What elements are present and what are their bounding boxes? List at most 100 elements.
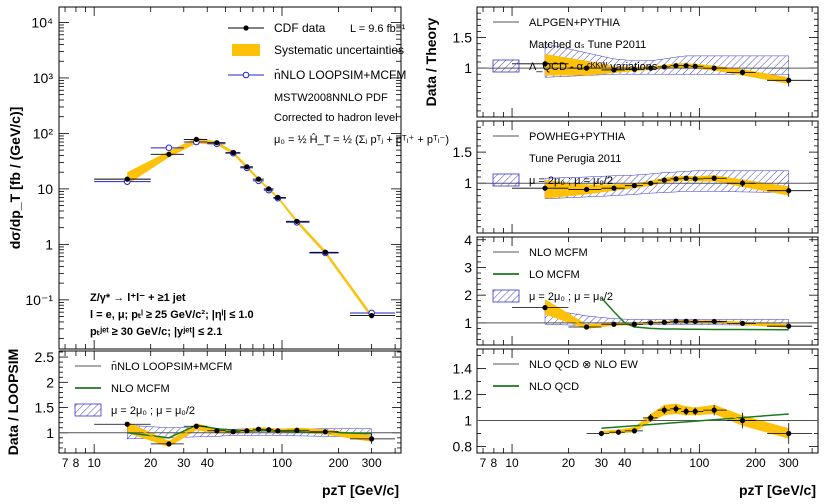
ratio_alpgen-ylabel: Data / Theory [423,17,439,106]
ratio_loopsim-xtick-label: 30 [177,456,191,470]
ratio_ew-data-point [631,428,637,434]
ratio_loopsim-legend-1-label: NLO MCFM [111,383,170,395]
legend-theory-marker [242,71,250,79]
ratio_ew-xtick-label: 40 [618,456,632,470]
ratio_mcfm-ytick-label: 3 [464,259,472,275]
ratio_ew-legend-0-label: NLO QCD ⊗ NLO EW [529,359,638,371]
ratio_powheg-data-point [611,185,617,191]
ratio_ew-ytick-label: 0.8 [453,439,473,455]
ratio_alpgen-legend-2-swatch [492,59,520,73]
ratio_loopsim-data-point [275,428,281,434]
ratio_loopsim-xtick-label: 20 [144,456,158,470]
ratio_powheg-legend-2-swatch [492,173,520,187]
main-data-point [294,218,300,224]
ratio_mcfm-legend-2-label: μ = 2μ₀ ; μ = μ₀/2 [529,291,613,303]
ratio_powheg-data-point [631,183,637,189]
ratio_ew-data-point [786,430,792,437]
legend-lumi-label: L = 9.6 fb⁻¹ [350,23,406,35]
main-ytick-label: 10³ [33,70,54,86]
ratio_alpgen-data-point [786,77,792,83]
ratio_alpgen-data-point [739,69,746,75]
ratio_mcfm-data-point [542,305,548,311]
ratio_alpgen-ytick-label: 1.5 [453,30,473,46]
ratio_powheg-data-point [739,180,746,186]
ratio_ew-xlabel: pᴢT [GeV/c] [739,482,816,498]
ratio_loopsim-data-point [294,427,300,433]
ratio_powheg-data-point [673,176,679,182]
ratio_mcfm-ytick-label: 4 [464,232,472,248]
ratio_loopsim-legend-2-label: μ = 2μ₀ ; μ = μ₀/2 [111,405,195,417]
ratio_ew-legend-1-label: NLO QCD [529,381,579,393]
ratio_powheg-data-point [661,177,667,183]
ratio_powheg-data-point [648,180,654,186]
ratio_mcfm-data-point [711,318,717,325]
ratio_mcfm-data-point [683,318,689,324]
ratio_ew-data-point [711,407,717,413]
ratio_powheg-data-point [711,175,717,181]
main-ytick-label: 10² [33,125,54,141]
annotation-line1: Z/γ* → l⁺l⁻ + ≥1 jet [90,292,186,304]
ratio_loopsim-data-point [244,428,250,434]
main-data-point [275,194,281,201]
ratio_ew-xtick-label: 20 [562,456,576,470]
main-data-point [322,249,328,255]
main-ytick-label: 10 [37,181,53,197]
main-ytick-label: 10⁻¹ [25,292,53,308]
ratio_powheg-data-point [683,175,689,181]
ratio_loopsim-data-point [193,423,199,429]
ratio_ew-xtick-label: 8 [491,456,498,470]
main-data-point [255,176,262,182]
ratio_loopsim-xtick-label: 8 [73,456,80,470]
ratio_ew-ytick-label: 1.2 [453,387,473,403]
main-frame [58,6,402,350]
ratio_ew-data-point [648,415,654,421]
ratio_powheg-data-point [583,186,590,193]
ratio_loopsim-xtick-label: 40 [201,456,215,470]
ratio_mcfm-lo-line [600,297,789,331]
ratio_alpgen-data-point [683,63,689,69]
main-data-point [193,136,199,143]
ratio_loopsim-xtick-label: 10 [87,456,101,470]
ratio_mcfm-syst-band [545,299,789,329]
legend-syst-swatch [232,44,260,56]
ratio_loopsim-data-point [124,421,130,427]
ratio_alpgen-data-point [711,65,717,71]
ratio_mcfm-legend-2-swatch [492,289,520,303]
ratio_ew-xtick-label: 300 [779,456,799,470]
ratio_alpgen-data-point [583,65,590,71]
ratio_loopsim-ylabel: Data / LOOPSIM [5,349,21,456]
ratio_powheg-legend-2-label: μ = 2μ₀ ; μ = μ₀/2 [529,175,613,187]
main-data-point [266,186,272,192]
ratio_loopsim-data-point [322,429,328,435]
ratio_ew-xtick-label: 100 [689,456,709,470]
main-theory-point [165,144,173,152]
ratio_ew-ytick-label: 1 [464,413,472,429]
ratio_alpgen-data-point [542,61,548,67]
main-ytick-label: 1 [45,236,53,252]
ratio_loopsim-xtick-label: 300 [362,456,382,470]
ratio_mcfm-data-point [583,324,590,330]
ratio_alpgen-data-point [631,66,637,72]
ratio_loopsim-ytick-label: 1.5 [35,400,55,416]
legend-data-marker [243,25,249,31]
ratio_powheg-data-point [692,176,698,182]
ratio_ew-data-point [739,417,746,424]
ratio_powheg-data-point [786,188,792,194]
ratio_ew-data-point [615,429,622,435]
ratio_loopsim-data-point [230,429,236,435]
ratio_mcfm-data-point [611,321,617,327]
ratio_loopsim-data-point [255,426,262,432]
ratio_alpgen-data-point [673,63,679,69]
ratio_mcfm-data-point [692,318,698,325]
legend-syst-label: Systematic uncertainties [274,43,404,57]
ratio_alpgen-ytick-label: 1 [464,60,472,76]
ratio_ew-ytick-label: 1.4 [453,361,473,377]
legend-pdf-label: MSTW2008NNLO PDF [274,92,388,104]
ratio_ew-xtick-label: 7 [480,456,487,470]
main-data-point [230,150,236,156]
ratio_alpgen-data-point [692,63,698,69]
ratio_ew-data-point [598,430,605,437]
annotation-line2: l = e, μ; pₜˡ ≥ 25 GeV/c²; |ηˡ| ≤ 1.0 [90,309,254,321]
main-data-point [369,313,375,319]
